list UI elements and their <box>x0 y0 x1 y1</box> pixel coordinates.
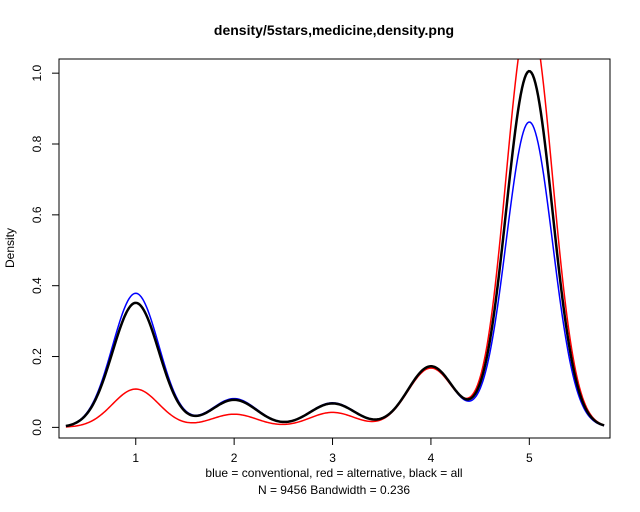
plot-area <box>65 59 605 428</box>
y-tick-label: 1.0 <box>30 65 44 82</box>
y-axis: 0.0 0.2 0.4 0.6 0.8 1.0 <box>30 65 60 436</box>
x-tick-label: 2 <box>231 451 238 465</box>
y-axis-label: Density <box>3 228 17 268</box>
x-axis-label-line1: blue = conventional, red = alternative, … <box>205 466 462 480</box>
x-tick-label: 5 <box>526 451 533 465</box>
x-tick-label: 3 <box>329 451 336 465</box>
x-axis-label-line2: N = 9456 Bandwidth = 0.236 <box>258 483 410 497</box>
y-tick-label: 0.0 <box>30 419 44 436</box>
density-series-line <box>65 121 605 427</box>
y-tick-label: 0.2 <box>30 348 44 365</box>
x-tick-label: 4 <box>428 451 435 465</box>
y-tick-label: 0.8 <box>30 135 44 152</box>
y-tick-label: 0.4 <box>30 277 44 294</box>
density-series-line <box>65 59 605 428</box>
x-axis: 1 2 3 4 5 <box>132 437 533 465</box>
y-tick-label: 0.6 <box>30 206 44 223</box>
chart-title: density/5stars,medicine,density.png <box>214 22 454 38</box>
x-tick-label: 1 <box>132 451 139 465</box>
density-series-line <box>65 69 605 428</box>
plot-frame <box>58 58 611 439</box>
